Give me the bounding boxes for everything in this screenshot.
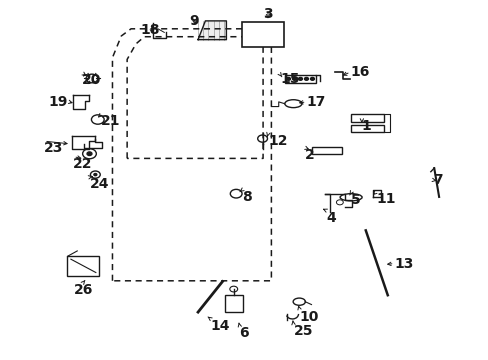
Circle shape	[87, 152, 92, 156]
Circle shape	[310, 77, 314, 80]
Polygon shape	[198, 21, 226, 40]
Text: 8: 8	[242, 190, 251, 204]
Text: 19: 19	[48, 95, 67, 108]
Text: 26: 26	[73, 283, 93, 297]
Circle shape	[94, 174, 97, 176]
Bar	[350, 125, 384, 132]
Text: 5: 5	[350, 193, 360, 207]
Text: 20: 20	[81, 73, 101, 87]
Text: 14: 14	[210, 319, 229, 333]
Circle shape	[298, 77, 302, 80]
Text: 7: 7	[432, 173, 442, 187]
Text: 3: 3	[263, 7, 272, 21]
Bar	[311, 147, 342, 154]
Circle shape	[292, 77, 296, 80]
Text: 2: 2	[304, 148, 314, 162]
Text: 24: 24	[89, 177, 109, 191]
Bar	[224, 295, 242, 312]
Text: 16: 16	[350, 65, 369, 79]
Text: 23: 23	[44, 141, 63, 155]
Text: 17: 17	[306, 95, 325, 109]
Text: 6: 6	[239, 326, 249, 340]
Text: 12: 12	[267, 134, 287, 148]
Text: 1: 1	[361, 119, 371, 133]
Bar	[350, 114, 384, 122]
Text: 9: 9	[189, 14, 199, 28]
Text: 22: 22	[73, 157, 93, 171]
Text: 25: 25	[293, 324, 312, 338]
Text: 21: 21	[101, 114, 121, 129]
Text: 18: 18	[141, 23, 160, 37]
Text: 11: 11	[376, 192, 395, 206]
Circle shape	[286, 77, 290, 80]
Text: 10: 10	[299, 310, 319, 324]
Bar	[242, 22, 283, 47]
Circle shape	[304, 77, 308, 80]
Text: 13: 13	[394, 257, 413, 270]
Bar	[67, 256, 99, 276]
Text: 4: 4	[326, 211, 336, 225]
Bar	[284, 75, 316, 83]
Text: 15: 15	[280, 72, 299, 86]
